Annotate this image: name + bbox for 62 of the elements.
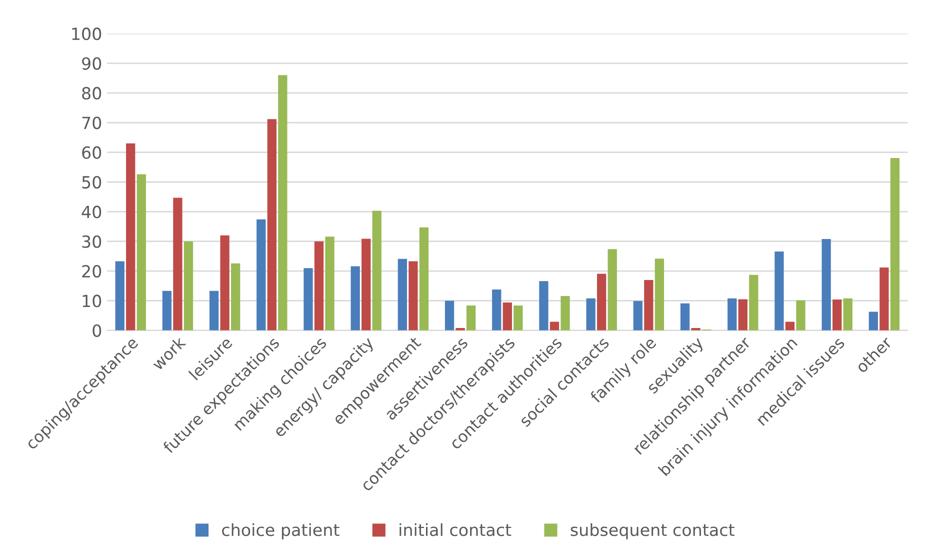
bar [785, 322, 795, 330]
bar [398, 258, 408, 330]
bar [115, 261, 124, 330]
bar [514, 305, 523, 330]
bar [868, 312, 878, 330]
y-tick-label: 0 [92, 324, 102, 337]
bar [278, 75, 288, 330]
legend-label: subsequent contact [570, 523, 734, 540]
bar [843, 298, 852, 330]
y-tick-label: 20 [82, 265, 102, 278]
y-tick-label: 30 [82, 235, 102, 248]
bar [362, 238, 371, 330]
bar [890, 158, 900, 330]
bar [220, 235, 230, 330]
bar [136, 174, 146, 330]
bar [880, 267, 889, 330]
bar [539, 281, 548, 330]
bar [256, 219, 266, 330]
bar [822, 238, 831, 330]
bar [372, 210, 382, 330]
y-tick-label: 70 [82, 116, 102, 130]
bar [444, 300, 454, 330]
bar [184, 241, 194, 330]
bar [654, 258, 664, 330]
bar [644, 280, 654, 330]
bar [408, 261, 418, 330]
bar [586, 298, 596, 330]
bar [749, 274, 758, 330]
bar [419, 227, 429, 330]
bar [126, 143, 136, 330]
bar [502, 302, 512, 330]
y-tick-label: 40 [82, 206, 102, 218]
bar [466, 305, 476, 330]
bar [231, 263, 240, 330]
bar [209, 290, 219, 330]
y-tick-label: 10 [82, 294, 102, 308]
y-tick-label: 90 [82, 57, 102, 70]
bar [162, 290, 172, 330]
bar [728, 298, 737, 330]
y-tick-label: 60 [82, 146, 102, 159]
legend-label: initial contact [400, 523, 512, 536]
bar [832, 300, 842, 330]
bar [560, 296, 570, 330]
bar [774, 251, 784, 330]
bar [267, 119, 276, 330]
y-tick-label: 100 [72, 28, 102, 40]
y-tick-label: 80 [82, 86, 102, 100]
bar [680, 303, 690, 330]
bar [350, 266, 360, 330]
bar [796, 300, 806, 330]
bar [633, 301, 642, 330]
bar [597, 274, 606, 330]
bar [608, 249, 617, 330]
bar [304, 268, 313, 330]
legend-label: choice patient [222, 523, 340, 540]
bar [173, 198, 182, 330]
bar [738, 299, 748, 330]
bar [492, 289, 502, 330]
bar [550, 322, 560, 330]
bar [314, 241, 324, 330]
y-tick-label: 50 [82, 176, 102, 189]
bar [325, 236, 334, 330]
